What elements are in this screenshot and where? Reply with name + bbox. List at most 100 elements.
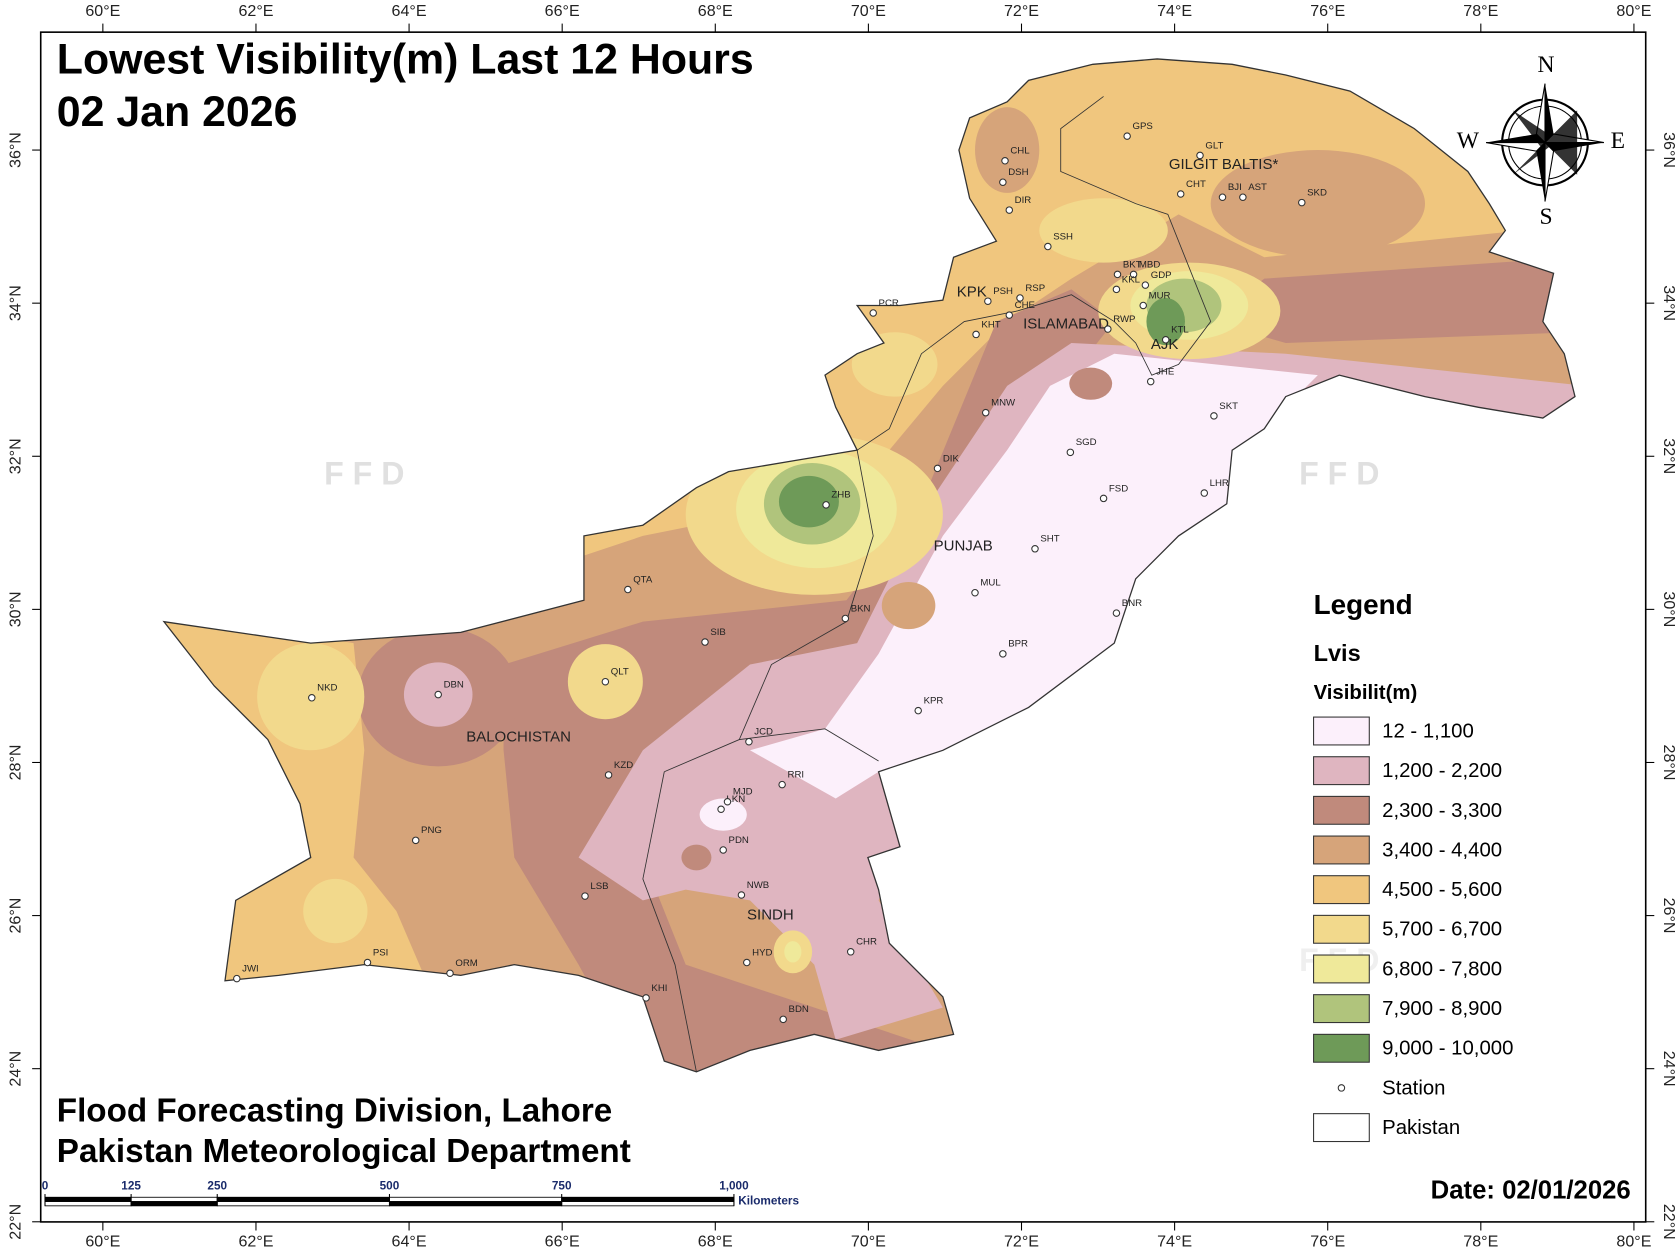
station-marker <box>1113 270 1122 279</box>
station-marker <box>778 780 786 789</box>
compass-letter: N <box>1538 52 1555 78</box>
legend-label: 4,500 - 5,600 <box>1382 879 1502 901</box>
station-label: SGD <box>1076 437 1097 448</box>
scale-segment <box>130 1201 218 1207</box>
station-label: BKN <box>851 603 871 614</box>
station-marker <box>1210 412 1218 420</box>
station-label: BKT <box>1123 259 1142 270</box>
station-marker <box>1044 242 1052 251</box>
station-marker <box>743 958 751 967</box>
station-marker <box>1104 325 1112 333</box>
region-label: AJK <box>1151 336 1179 353</box>
station-marker <box>723 797 732 806</box>
station-marker <box>233 974 241 983</box>
lon-label: 60°E <box>85 1233 120 1251</box>
scale-segment <box>44 1196 132 1202</box>
station-label: FSD <box>1109 483 1128 494</box>
station-label: NKD <box>317 683 337 694</box>
legend-label: 1,200 - 2,200 <box>1382 760 1502 782</box>
station-label: LHR <box>1210 478 1229 489</box>
scale-label: 250 <box>207 1180 227 1193</box>
zone <box>1146 297 1185 346</box>
station-marker <box>581 892 589 900</box>
scale-label: 0 <box>42 1180 49 1193</box>
lat-label: 26°N <box>1660 898 1678 934</box>
station-label: HYD <box>752 947 772 958</box>
station-marker <box>1176 190 1185 198</box>
station-marker <box>624 585 632 594</box>
station-marker <box>981 408 990 417</box>
station-label: DBN <box>444 679 464 690</box>
station-label: JCD <box>754 727 773 738</box>
legend-field: Visibilit(m) <box>1314 682 1418 704</box>
station-marker <box>745 737 753 746</box>
legend-swatch <box>1313 716 1370 746</box>
legend-swatch <box>1313 1033 1370 1063</box>
station-marker <box>933 464 942 473</box>
zone <box>1069 367 1113 400</box>
station-label: DSH <box>1008 167 1028 178</box>
station-marker <box>999 650 1007 658</box>
station-label: PSI <box>373 947 389 958</box>
legend-title: Legend <box>1314 589 1413 620</box>
lon-label: 68°E <box>698 2 733 20</box>
station-marker <box>1001 157 1009 165</box>
region-label: ISLAMABAD <box>1023 316 1109 333</box>
north-arrow <box>1485 83 1605 202</box>
station-marker <box>1218 193 1227 201</box>
station-label: GPS <box>1133 121 1153 132</box>
lat-label: 24°N <box>6 1051 24 1087</box>
station-label: ORM <box>455 958 477 969</box>
legend-swatch <box>1313 954 1370 984</box>
lon-label: 66°E <box>545 1233 580 1251</box>
lon-label: 74°E <box>1157 2 1192 20</box>
compass-letter: E <box>1611 128 1625 154</box>
lon-label: 72°E <box>1004 1233 1039 1251</box>
lon-label: 76°E <box>1310 2 1345 20</box>
scale-segment <box>389 1201 563 1207</box>
legend-swatch <box>1313 914 1370 944</box>
station-marker <box>1146 377 1155 386</box>
lon-label: 64°E <box>392 2 427 20</box>
lon-label: 62°E <box>238 2 273 20</box>
scale-segment <box>216 1201 390 1207</box>
station-label: JWI <box>242 964 259 975</box>
station-label: BNR <box>1122 598 1142 609</box>
lon-label: 64°E <box>392 1233 427 1251</box>
map-frame <box>39 31 1647 1223</box>
station-marker <box>1200 489 1209 497</box>
lat-label: 22°N <box>6 1204 24 1240</box>
station-label: CHL <box>1010 146 1030 157</box>
zone <box>881 582 936 630</box>
zone <box>681 844 712 871</box>
station-marker <box>1016 294 1024 302</box>
legend-label: 2,300 - 3,300 <box>1382 800 1502 822</box>
station-label: AST <box>1248 182 1267 193</box>
station-marker <box>411 836 420 845</box>
legend-swatch <box>1313 795 1370 825</box>
station-marker <box>1112 285 1121 294</box>
station-marker <box>779 1015 787 1024</box>
station-marker <box>1066 448 1075 457</box>
station-label: JHE <box>1156 366 1174 377</box>
station-marker <box>601 677 610 686</box>
station-label: SHT <box>1040 534 1059 545</box>
station-marker <box>972 330 980 339</box>
watermark: F F D <box>324 455 404 491</box>
station-label: DIR <box>1015 195 1032 206</box>
zone <box>975 107 1040 193</box>
scale-label: 125 <box>121 1180 141 1193</box>
lat-label: 36°N <box>6 132 24 168</box>
lon-label: 78°E <box>1463 2 1498 20</box>
province-boundaries <box>642 96 1212 1072</box>
station-label: QLT <box>611 667 629 678</box>
station-marker <box>363 958 372 967</box>
footer: Flood Forecasting Division, Lahore <box>57 1092 612 1129</box>
legend-label: 9,000 - 10,000 <box>1382 1038 1513 1060</box>
compass-letter: W <box>1457 128 1480 154</box>
legend-label: 6,800 - 7,800 <box>1382 958 1502 980</box>
station-label: DIK <box>943 453 960 464</box>
legend-swatch <box>1313 875 1370 905</box>
zone <box>699 798 747 831</box>
compass-letter: S <box>1540 204 1553 230</box>
